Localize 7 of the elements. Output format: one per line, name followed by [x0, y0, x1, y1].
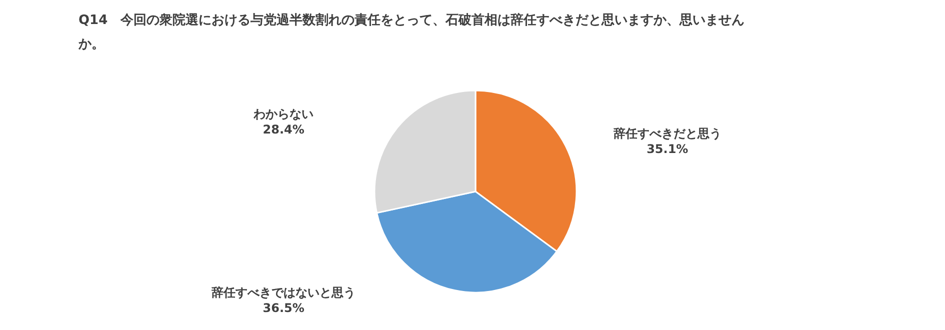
data-label: 36.5% — [262, 300, 304, 315]
slice-label: 辞任すべきではないと思う — [210, 285, 356, 300]
data-label: 28.4% — [262, 122, 304, 136]
data-label: 35.1% — [646, 142, 688, 156]
slice-label: 辞任すべきだと思う — [612, 126, 722, 141]
chart-title: Q14 今回の衆院選における与党過半数割れの責任をとって、石破首相は辞任すべきだと思いますか、思いませんか。 — [78, 12, 745, 52]
slice-label: わからない — [252, 107, 314, 122]
